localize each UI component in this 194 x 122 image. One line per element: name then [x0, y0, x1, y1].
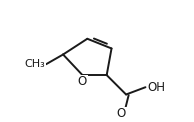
Text: CH₃: CH₃	[24, 59, 45, 69]
Text: OH: OH	[147, 81, 165, 94]
Text: O: O	[78, 75, 87, 88]
Text: O: O	[117, 107, 126, 120]
